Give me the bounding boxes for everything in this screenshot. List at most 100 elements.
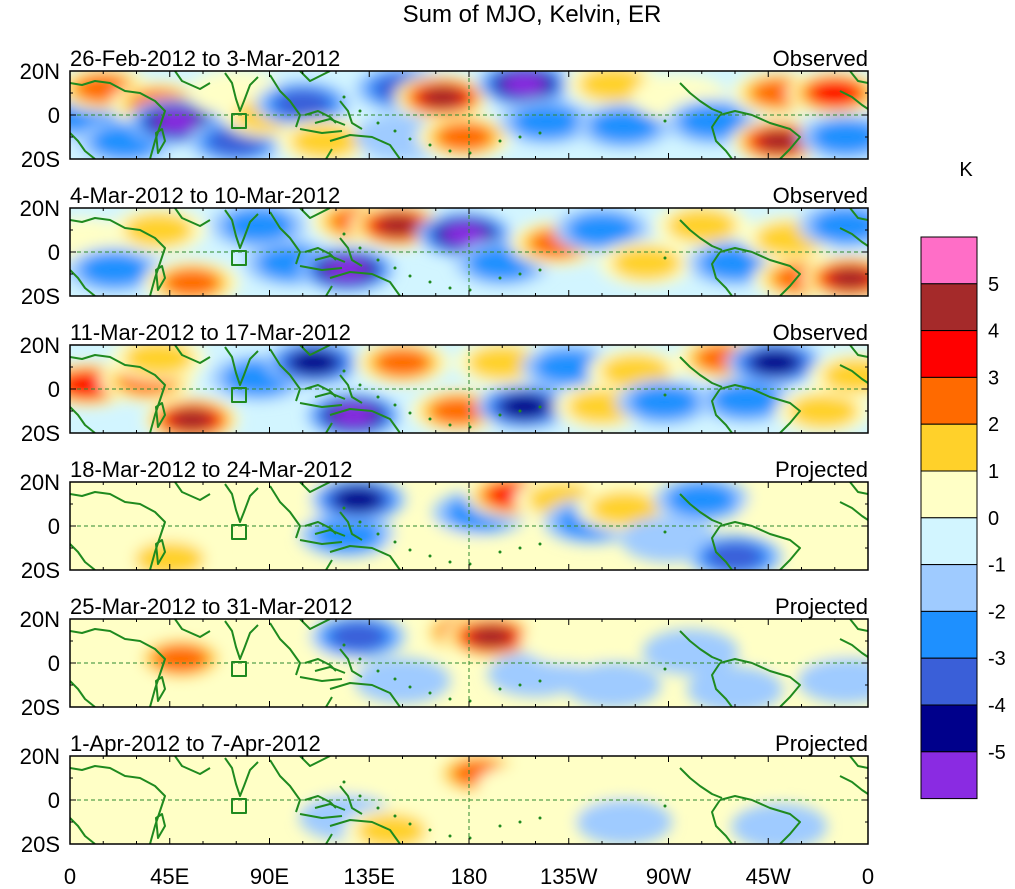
anomaly-contour (667, 482, 737, 517)
anomaly-contour (822, 358, 868, 393)
anomaly-contour (155, 110, 198, 133)
anomaly-contour (578, 71, 648, 102)
lon-label: 0 (862, 864, 874, 889)
colorbar-swatch (920, 751, 978, 800)
anomaly-contour (135, 542, 205, 570)
lon-label: 45W (746, 864, 791, 889)
colorbar-label: 4 (988, 321, 999, 343)
panel-period-label: 18-Mar-2012 to 24-Mar-2012 (70, 457, 352, 482)
lat-label: 20N (20, 59, 60, 84)
lat-label: 20S (21, 695, 60, 720)
colorbar-swatch (920, 610, 978, 659)
anomaly-field (70, 208, 868, 296)
lat-label: 0 (48, 514, 60, 539)
colorbar-label: -3 (988, 648, 1006, 670)
anomaly-contour (332, 404, 376, 427)
anomaly-contour (707, 542, 763, 570)
anomaly-field (70, 71, 868, 159)
anomaly-contour (500, 394, 549, 419)
anomaly-contour (443, 223, 486, 246)
lat-label: 20S (21, 421, 60, 446)
anomaly-contour (376, 214, 420, 237)
panel-5: 25-Mar-2012 to 31-Mar-2012 Projected 20N 0 2… (20, 594, 869, 720)
anomaly-field (70, 345, 868, 433)
panel-period-label: 25-Mar-2012 to 31-Mar-2012 (70, 594, 352, 619)
anomaly-contour (750, 350, 799, 375)
panel-map (70, 619, 868, 707)
anomaly-contour (520, 619, 617, 664)
panel-map (70, 208, 868, 296)
colorbar-swatch (920, 470, 978, 519)
colorbar: K 5 4 3 2 1 0 -1 -2 -3 -4 -5 (920, 159, 1006, 800)
anomaly-contour (797, 657, 868, 704)
anomaly-field (143, 756, 828, 844)
anomaly-contour (565, 662, 662, 707)
colorbar-label: -4 (988, 695, 1006, 717)
lon-label: 180 (451, 864, 488, 889)
lat-label: 20S (21, 832, 60, 857)
lat-label: 20N (20, 196, 60, 221)
lat-label: 20N (20, 744, 60, 769)
panel-1: 26-Feb-2012 to 3-Mar-2012 Observed 20N 0 20S (20, 46, 869, 172)
anomaly-contour (753, 622, 850, 669)
lon-label: 135E (344, 864, 395, 889)
colorbar-swatch (920, 704, 978, 753)
anomaly-contour (143, 759, 240, 806)
anomaly-contour (330, 622, 387, 651)
anomaly-contour (163, 268, 220, 296)
panel-period-label: 26-Feb-2012 to 3-Mar-2012 (70, 46, 340, 71)
panel-2: 4-Mar-2012 to 10-Mar-2012 Observed 20N 0 20S (20, 183, 869, 309)
panel-status-label: Observed (773, 320, 868, 345)
anomaly-contour (511, 104, 582, 139)
colorbar-swatch (920, 564, 978, 612)
lon-label: 135W (540, 864, 598, 889)
anomaly-contour (811, 120, 868, 154)
anomaly-contour (675, 759, 772, 806)
lat-label: 0 (48, 788, 60, 813)
panel-3: 11-Mar-2012 to 17-Mar-2012 Observed 20N 0 20… (20, 320, 869, 446)
panel-period-label: 11-Mar-2012 to 17-Mar-2012 (70, 320, 351, 345)
panel-status-label: Observed (773, 183, 868, 208)
lat-label: 20N (20, 607, 60, 632)
colorbar-swatch (920, 330, 978, 378)
anomaly-contour (629, 385, 699, 420)
lat-label: 0 (48, 651, 60, 676)
colorbar-label: -2 (988, 601, 1006, 623)
anomaly-contour (611, 246, 681, 280)
anomaly-contour (810, 80, 859, 106)
colorbar-swatches (920, 236, 978, 800)
anomaly-contour (152, 644, 209, 673)
anomaly-field (70, 482, 868, 570)
anomaly-contour (789, 394, 859, 428)
anomaly-contour (374, 348, 431, 377)
anomaly-contour (387, 525, 484, 570)
lat-label: 0 (48, 240, 60, 265)
anomaly-contour (288, 756, 384, 797)
anomaly-contour (731, 803, 828, 844)
colorbar-swatch (920, 657, 978, 706)
anomaly-contour (436, 123, 493, 151)
anomaly-contour (421, 86, 464, 109)
colorbar-swatch (920, 283, 978, 332)
anomaly-contour (503, 73, 546, 96)
panel-status-label: Projected (775, 594, 868, 619)
panel-period-label: 1-Apr-2012 to 7-Apr-2012 (70, 731, 321, 756)
panel-4: 18-Mar-2012 to 24-Mar-2012 Projected 20N 0 2… (20, 457, 869, 583)
colorbar-label: -5 (988, 742, 1006, 764)
lat-label: 20S (21, 284, 60, 309)
colorbar-labels: 5 4 3 2 1 0 -1 -2 -3 -4 -5 (988, 274, 1006, 764)
colorbar-swatch (920, 236, 978, 285)
lat-label: 0 (48, 103, 60, 128)
anomaly-contour (589, 491, 659, 526)
lat-label: 20S (21, 558, 60, 583)
anomaly-contour (356, 813, 427, 844)
panel-map (70, 482, 868, 570)
anomaly-contour (667, 208, 737, 243)
anomaly-contour (567, 213, 637, 247)
anomaly-contour (223, 208, 294, 243)
lon-label: 90E (250, 864, 289, 889)
anomaly-contour (687, 666, 783, 707)
anomaly-contour (124, 345, 194, 376)
colorbar-label: 2 (988, 414, 999, 436)
panel-status-label: Projected (775, 457, 868, 482)
